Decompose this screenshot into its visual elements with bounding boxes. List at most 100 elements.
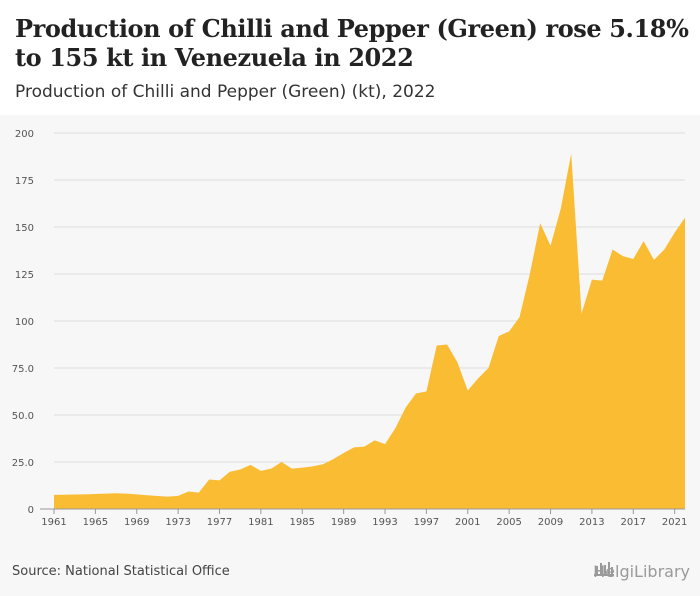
data-point	[549, 244, 553, 248]
y-tick-label: 75.0	[12, 364, 34, 375]
x-tick-label: 1985	[290, 517, 315, 528]
x-tick-label: 1981	[248, 517, 273, 528]
data-point	[393, 426, 397, 430]
y-tick-label: 150	[15, 223, 34, 234]
y-tick-label: 100	[15, 317, 34, 328]
data-point	[331, 457, 335, 461]
area-series	[54, 153, 685, 509]
area-layer	[52, 152, 687, 509]
axis-layer: 0 25.0 50.0 75.0 100 125 150 175 200 1961 1965 1969…	[12, 129, 688, 528]
chart-header: Production of Chilli and Pepper (Green) …	[0, 0, 700, 115]
data-point	[114, 491, 118, 495]
data-point	[373, 438, 377, 442]
data-point	[476, 376, 480, 380]
x-tick-label: 1989	[331, 517, 356, 528]
x-tick-label: 1977	[207, 517, 232, 528]
data-point	[621, 254, 625, 258]
data-point	[186, 490, 190, 494]
data-point	[517, 315, 521, 319]
data-point	[62, 493, 66, 497]
data-point	[673, 231, 677, 235]
data-point	[83, 492, 87, 496]
y-tick-label: 175	[15, 176, 34, 187]
data-point	[580, 311, 584, 315]
data-point	[228, 470, 232, 474]
y-tick-label: 25.0	[12, 458, 34, 469]
data-point	[642, 239, 646, 243]
grid-layer	[54, 132, 685, 463]
area-chart: 0 25.0 50.0 75.0 100 125 150 175 200 1961 1965 1969…	[12, 129, 688, 528]
data-point	[611, 248, 615, 252]
y-tick-label: 125	[15, 270, 34, 281]
x-tick-label: 1961	[41, 517, 66, 528]
data-point	[280, 460, 284, 464]
data-point	[300, 466, 304, 470]
y-tick-label: 200	[15, 129, 34, 140]
data-point	[445, 343, 449, 347]
data-point	[414, 391, 418, 395]
data-point	[538, 221, 542, 225]
data-point	[238, 468, 242, 472]
chart-area: 0 25.0 50.0 75.0 100 125 150 175 200 1961 1965 1969…	[0, 115, 700, 545]
data-point	[290, 467, 294, 471]
data-point	[342, 451, 346, 455]
data-point	[73, 493, 77, 497]
data-point	[683, 216, 687, 220]
chart-title: Production of Chilli and Pepper (Green) …	[15, 14, 689, 72]
source-note: Source: National Statistical Office	[12, 564, 230, 579]
data-point	[104, 492, 108, 496]
data-point	[404, 405, 408, 409]
data-point	[124, 492, 128, 496]
data-point	[507, 329, 511, 333]
x-tick-label: 2017	[621, 517, 646, 528]
data-point	[435, 343, 439, 347]
data-point	[249, 463, 253, 467]
data-point	[197, 491, 201, 495]
x-tick-label: 1997	[414, 517, 439, 528]
chart-subtitle: Production of Chilli and Pepper (Green) …	[15, 82, 436, 102]
data-point	[383, 442, 387, 446]
data-point	[269, 467, 273, 471]
data-point	[52, 493, 56, 497]
data-point	[93, 492, 97, 496]
data-point	[352, 445, 356, 449]
data-point	[652, 258, 656, 262]
data-point	[311, 464, 315, 468]
data-point	[321, 462, 325, 466]
data-point	[362, 445, 366, 449]
helgilibrary-logo: HelgiLibrary	[593, 559, 690, 583]
y-tick-label: 0	[28, 505, 34, 516]
x-tick-label: 1973	[165, 517, 190, 528]
data-point	[218, 478, 222, 482]
y-tick-label: 50.0	[12, 411, 34, 422]
data-point	[590, 278, 594, 282]
logo-text: HelgiLibrary	[593, 561, 690, 581]
data-point	[455, 360, 459, 364]
x-tick-label: 2009	[538, 517, 563, 528]
x-tick-label: 2021	[662, 517, 687, 528]
data-point	[559, 206, 563, 210]
data-point	[528, 272, 532, 276]
x-tick-label: 2001	[455, 517, 480, 528]
library-building-icon	[594, 562, 615, 576]
data-point	[176, 494, 180, 498]
data-point	[259, 469, 263, 473]
data-point	[662, 248, 666, 252]
data-point	[569, 152, 573, 156]
data-point	[145, 493, 149, 497]
data-point	[497, 334, 501, 338]
data-point	[155, 494, 159, 498]
data-point	[135, 492, 139, 496]
data-point	[600, 279, 604, 283]
data-point	[631, 257, 635, 261]
data-point	[466, 389, 470, 393]
x-tick-label: 2013	[579, 517, 604, 528]
x-tick-label: 1965	[83, 517, 108, 528]
x-tick-label: 1993	[372, 517, 397, 528]
data-point	[424, 390, 428, 394]
x-tick-label: 1969	[124, 517, 149, 528]
data-point	[207, 477, 211, 481]
data-point	[486, 366, 490, 370]
data-point	[166, 495, 170, 499]
x-tick-label: 2005	[496, 517, 521, 528]
